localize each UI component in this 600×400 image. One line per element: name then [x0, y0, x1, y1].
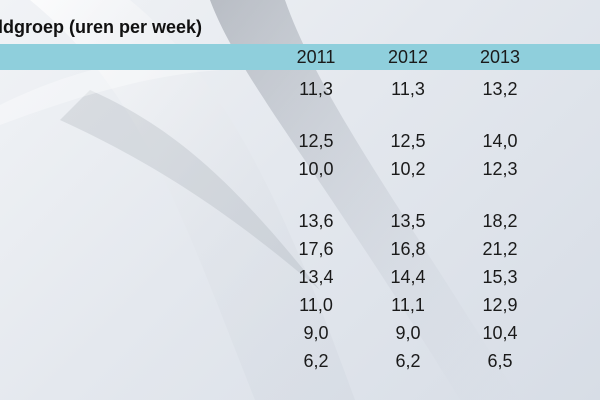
table-cell: 14,4	[390, 267, 426, 287]
table-cell: 9,0	[303, 323, 329, 343]
table-cell: 16,8	[390, 239, 426, 259]
table-cell: 21,2	[482, 239, 518, 259]
year-header-2013: 2013	[479, 47, 521, 67]
table-cell: 18,2	[482, 211, 518, 231]
table-cell: 12,5	[390, 131, 426, 151]
table-cell: 14,0	[482, 131, 518, 151]
table-cell: 13,6	[298, 211, 334, 231]
table-cell: 10,2	[390, 159, 426, 179]
table-cell: 12,9	[482, 295, 518, 315]
table-cell: 13,5	[390, 211, 426, 231]
table-cell: 6,2	[395, 351, 421, 371]
table-cell: 9,0	[395, 323, 421, 343]
table-cell: 11,0	[299, 295, 333, 315]
table-cell: 17,6	[298, 239, 334, 259]
table-cell: 10,0	[298, 159, 334, 179]
table-cell: 13,4	[298, 267, 334, 287]
table-cell: 10,4	[482, 323, 518, 343]
table-cell: 11,3	[299, 79, 333, 99]
table-cell: 12,3	[482, 159, 518, 179]
table-cell: 11,1	[391, 295, 425, 315]
year-header-2012: 2012	[387, 47, 429, 67]
year-header-2011: 2011	[296, 47, 336, 67]
table-cell: 12,5	[298, 131, 334, 151]
table-cell: 6,5	[487, 351, 513, 371]
table-cell: 11,3	[391, 79, 425, 99]
table-cell: 6,2	[303, 351, 329, 371]
table-cell: 13,2	[482, 79, 518, 99]
table-cell: 15,3	[482, 267, 518, 287]
